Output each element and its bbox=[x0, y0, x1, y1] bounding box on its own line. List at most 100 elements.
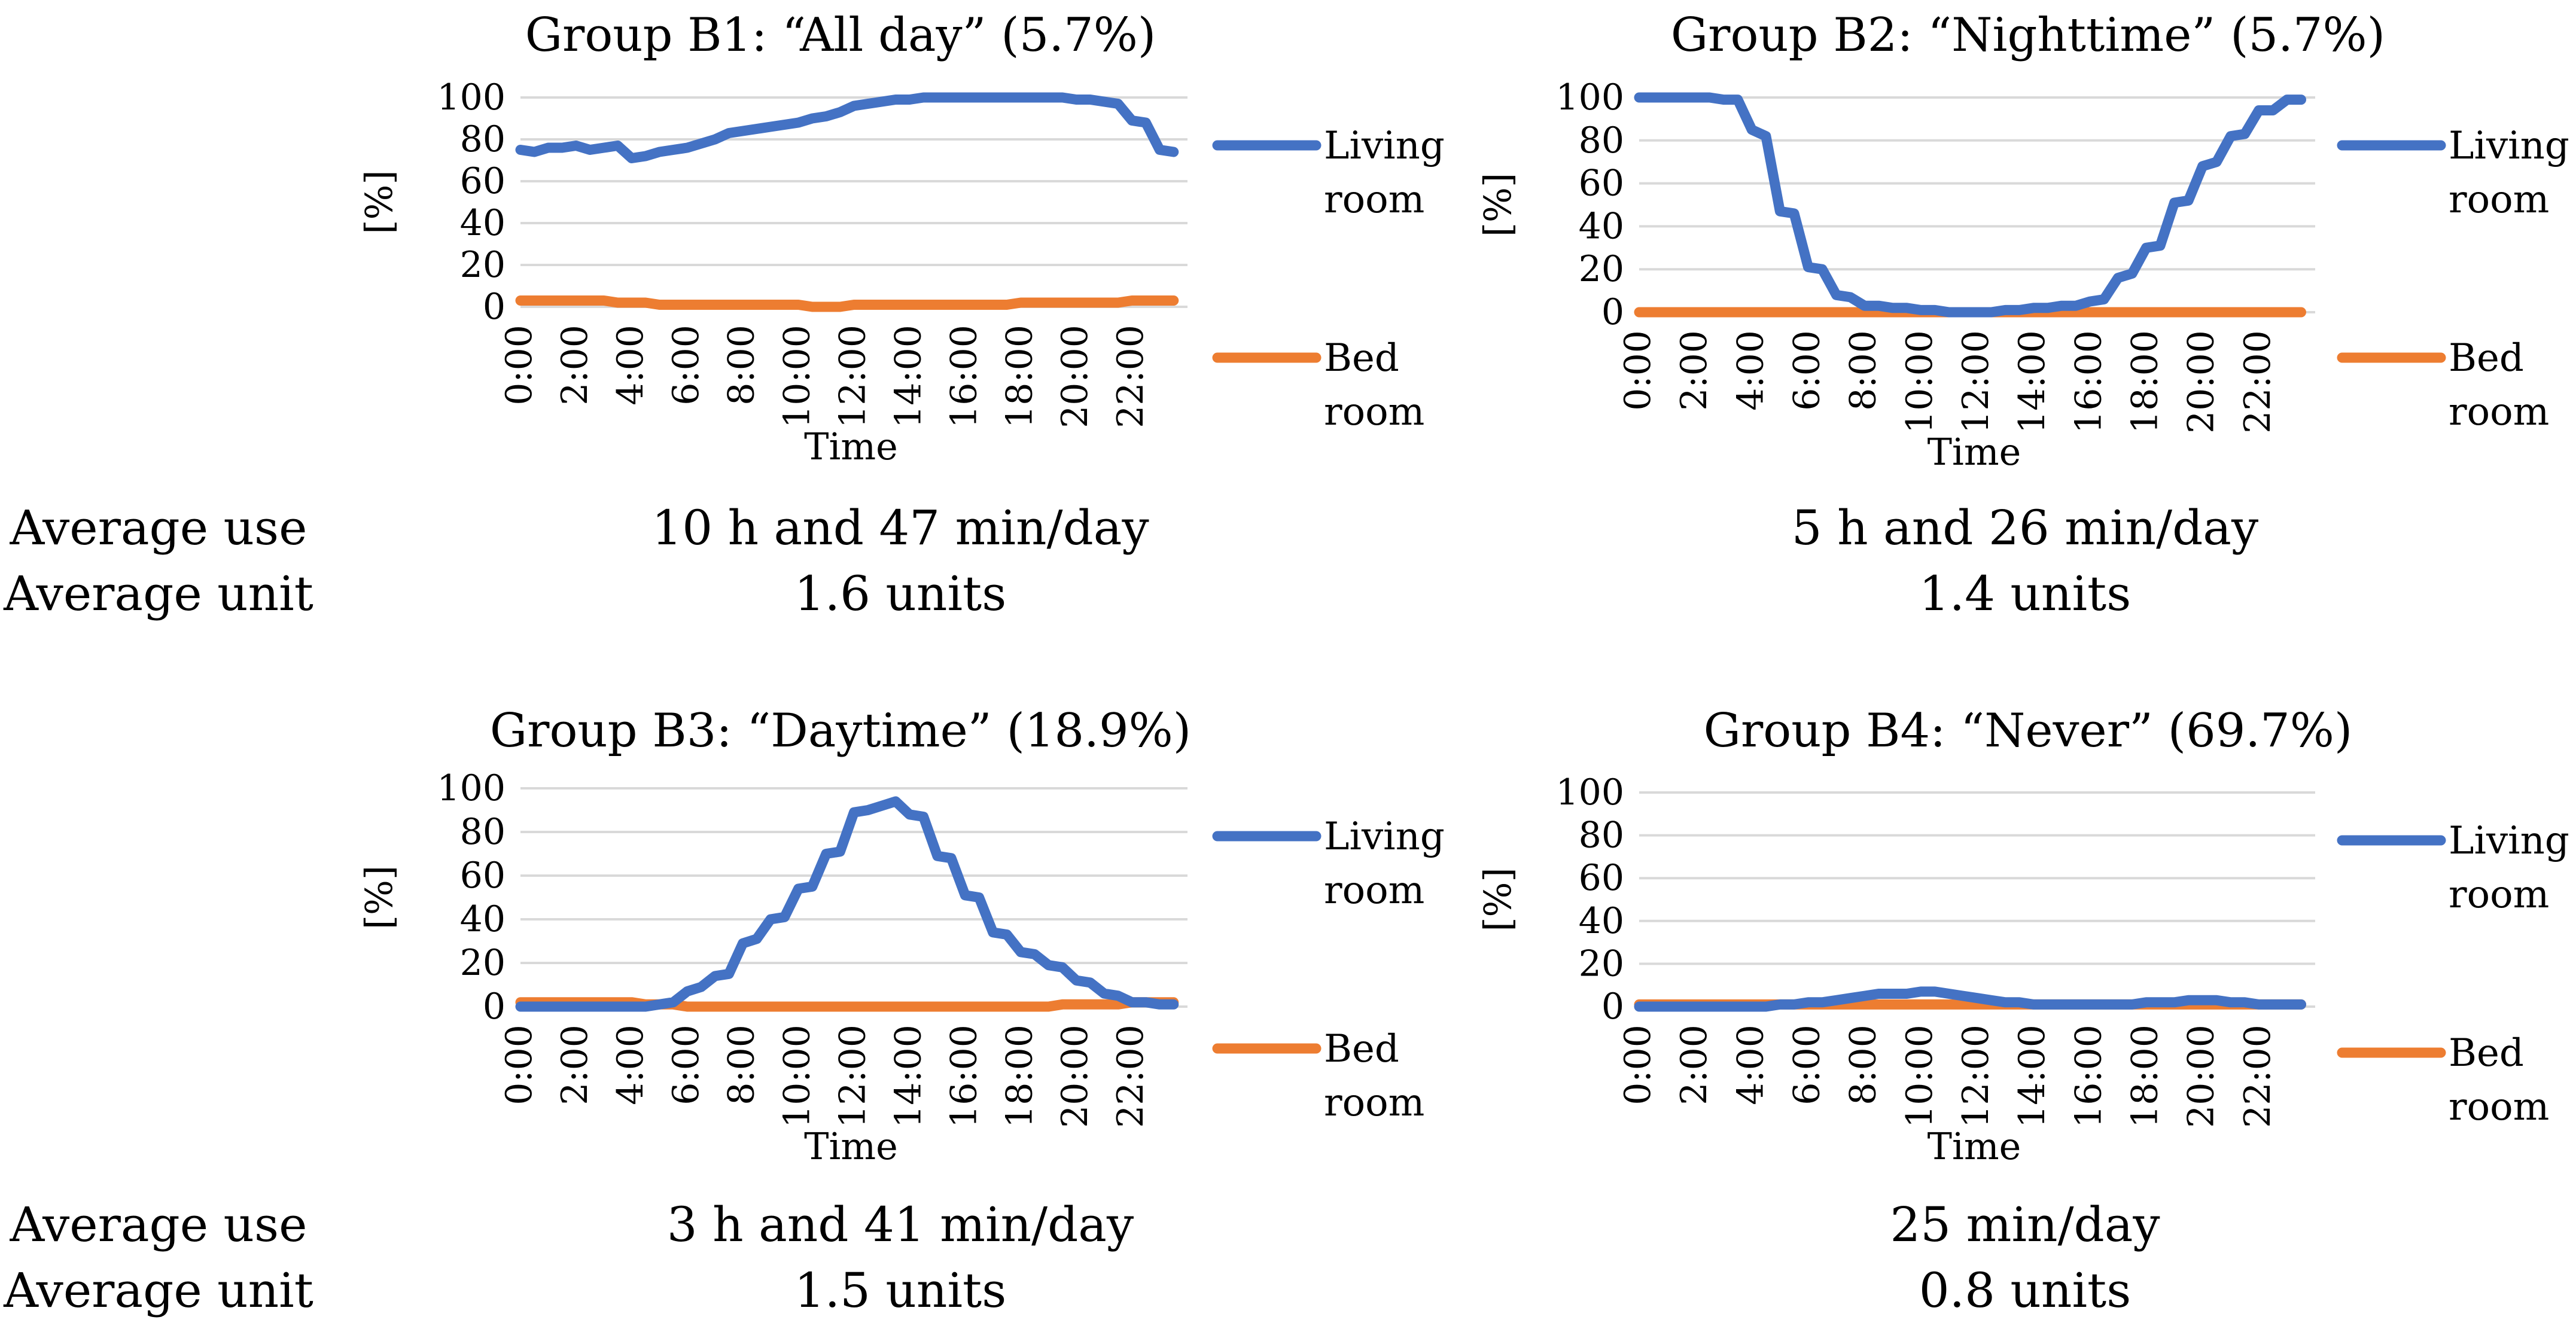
y-axis-label: [%] bbox=[357, 865, 401, 929]
x-tick-label: 2:00 bbox=[1673, 1025, 1715, 1105]
x-tick-label: 18:00 bbox=[2124, 330, 2166, 434]
y-tick-label: 60 bbox=[1579, 163, 1624, 205]
x-tick-label: 12:00 bbox=[832, 325, 874, 428]
y-tick-label: 80 bbox=[460, 811, 506, 853]
x-tick-label: 16:00 bbox=[2068, 1025, 2109, 1128]
legend-label-room: room bbox=[1324, 1081, 1424, 1125]
x-tick-label: 6:00 bbox=[1786, 330, 1828, 411]
x-tick-label: 4:00 bbox=[1729, 1025, 1771, 1105]
x-tick-label: 0:00 bbox=[1617, 330, 1659, 411]
y-tick-label: 100 bbox=[1555, 77, 1624, 118]
x-tick-label: 18:00 bbox=[998, 1025, 1040, 1128]
x-tick-label: 2:00 bbox=[1673, 330, 1715, 411]
chart-title: Group B2: “Nighttime” (5.7%) bbox=[1671, 8, 2385, 62]
legend-label-bed: Bed bbox=[1324, 1027, 1399, 1071]
y-tick-label: 40 bbox=[460, 202, 506, 244]
x-tick-label: 20:00 bbox=[2181, 330, 2222, 434]
average-unit-value: 1.4 units bbox=[1919, 566, 2132, 621]
x-tick-label: 12:00 bbox=[1955, 330, 1997, 434]
x-tick-label: 4:00 bbox=[1729, 330, 1771, 411]
y-tick-label: 100 bbox=[437, 77, 506, 118]
x-tick-label: 2:00 bbox=[554, 1025, 596, 1105]
x-tick-label: 18:00 bbox=[998, 325, 1040, 428]
x-tick-label: 16:00 bbox=[943, 325, 985, 428]
chart-title: Group B1: “All day” (5.7%) bbox=[525, 8, 1156, 62]
y-tick-label: 20 bbox=[460, 942, 506, 984]
average-use-value: 25 min/day bbox=[1890, 1197, 2160, 1252]
legend-label-room: room bbox=[1324, 390, 1424, 434]
y-tick-label: 60 bbox=[460, 855, 506, 897]
living-room-line bbox=[1634, 986, 2306, 1012]
legend-label-bed: Bed bbox=[2449, 336, 2524, 380]
row-label-unit-1: Average unit bbox=[3, 566, 313, 621]
average-unit-value: 1.5 units bbox=[794, 1263, 1007, 1318]
x-tick-label: 14:00 bbox=[887, 325, 929, 428]
y-tick-label: 100 bbox=[1555, 772, 1624, 813]
y-axis-label: [%] bbox=[1476, 173, 1520, 237]
y-tick-label: 80 bbox=[460, 118, 506, 160]
x-tick-label: 22:00 bbox=[1110, 325, 1152, 428]
x-tick-label: 8:00 bbox=[1843, 330, 1884, 411]
x-tick-label: 4:00 bbox=[610, 325, 651, 406]
y-tick-label: 0 bbox=[483, 986, 506, 1028]
living-room-line bbox=[515, 796, 1179, 1012]
legend-label-living: Living bbox=[2449, 819, 2569, 863]
y-axis-label: [%] bbox=[1476, 867, 1520, 931]
legend-label-room: room bbox=[2449, 178, 2549, 222]
x-tick-label: 22:00 bbox=[1110, 1025, 1152, 1128]
y-tick-label: 40 bbox=[1579, 205, 1624, 247]
bed-room-line bbox=[515, 295, 1179, 312]
y-tick-label: 100 bbox=[437, 767, 506, 809]
x-tick-label: 2:00 bbox=[554, 325, 596, 406]
y-tick-label: 80 bbox=[1579, 815, 1624, 856]
row-label-use-2: Average use bbox=[10, 1197, 307, 1252]
living-room-line bbox=[1634, 92, 2306, 318]
average-unit-label: Average unit bbox=[3, 566, 313, 621]
x-tick-label: 16:00 bbox=[2068, 330, 2109, 434]
legend-label-living: Living bbox=[1324, 124, 1445, 168]
y-tick-label: 0 bbox=[483, 286, 506, 328]
x-tick-label: 6:00 bbox=[665, 325, 707, 406]
x-tick-label: 0:00 bbox=[498, 325, 540, 406]
average-use-value: 3 h and 41 min/day bbox=[667, 1197, 1134, 1252]
y-tick-label: 20 bbox=[1579, 943, 1624, 984]
legend-label-bed: Bed bbox=[1324, 336, 1399, 380]
x-axis-label: Time bbox=[1928, 1124, 2021, 1168]
x-tick-label: 20:00 bbox=[1054, 1025, 1096, 1128]
y-tick-label: 80 bbox=[1579, 120, 1624, 161]
chart-panel-2: Group B2: “Nighttime” (5.7%) 020406080100… bbox=[1476, 8, 2569, 621]
x-axis-label: Time bbox=[1928, 430, 2021, 474]
legend-label-living: Living bbox=[2449, 124, 2569, 168]
x-tick-label: 6:00 bbox=[1786, 1025, 1828, 1105]
row-label-unit-2: Average unit bbox=[3, 1263, 313, 1318]
legend-label-living: Living bbox=[1324, 815, 1445, 859]
living-room-line bbox=[515, 92, 1179, 163]
average-unit-label: Average unit bbox=[3, 1263, 313, 1318]
y-tick-label: 60 bbox=[460, 160, 506, 202]
y-tick-label: 20 bbox=[1579, 248, 1624, 290]
y-tick-label: 40 bbox=[460, 898, 506, 940]
x-tick-label: 6:00 bbox=[665, 1025, 707, 1105]
chart-title: Group B4: “Never” (69.7%) bbox=[1704, 704, 2353, 758]
x-tick-label: 10:00 bbox=[1899, 1025, 1941, 1128]
average-unit-value: 0.8 units bbox=[1919, 1263, 2132, 1318]
x-tick-label: 8:00 bbox=[721, 1025, 763, 1105]
legend-label-room: room bbox=[2449, 390, 2549, 434]
y-tick-label: 60 bbox=[1579, 857, 1624, 899]
x-axis-label: Time bbox=[804, 425, 898, 468]
x-tick-label: 4:00 bbox=[610, 1025, 651, 1105]
y-tick-label: 0 bbox=[1601, 986, 1624, 1028]
legend-label-bed: Bed bbox=[2449, 1031, 2524, 1075]
x-tick-label: 22:00 bbox=[2237, 330, 2279, 434]
average-use-value: 10 h and 47 min/day bbox=[651, 500, 1149, 556]
x-tick-label: 14:00 bbox=[2011, 330, 2053, 434]
row-label-use-1: Average use bbox=[10, 500, 307, 556]
x-tick-label: 22:00 bbox=[2237, 1025, 2279, 1128]
x-tick-label: 12:00 bbox=[832, 1025, 874, 1128]
x-tick-label: 20:00 bbox=[1054, 325, 1096, 428]
x-tick-label: 0:00 bbox=[1617, 1025, 1659, 1105]
